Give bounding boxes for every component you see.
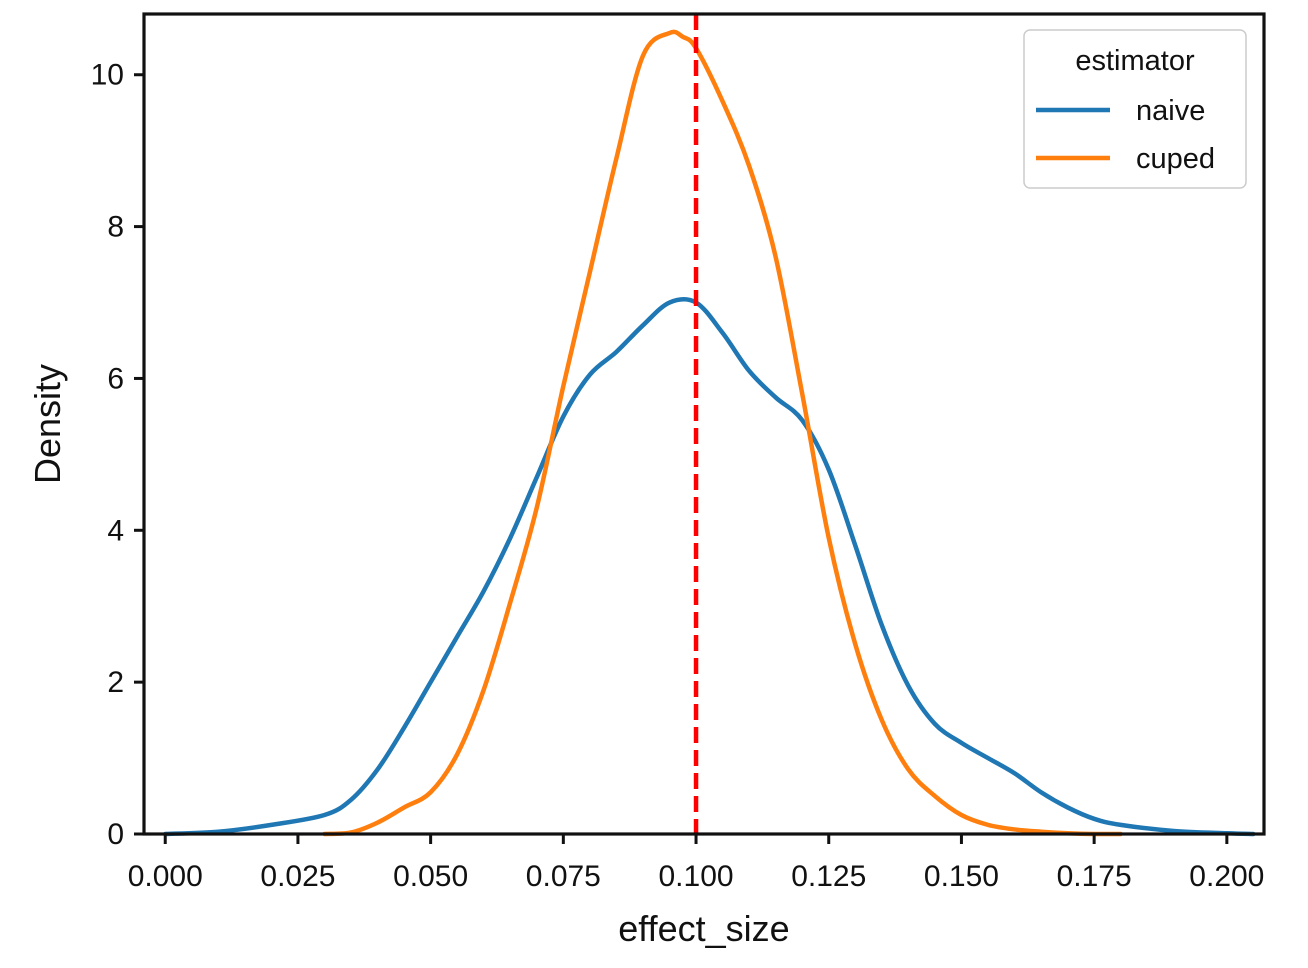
y-tick-label: 4 <box>107 514 124 547</box>
x-tick-label: 0.025 <box>260 860 335 893</box>
legend-label-naive: naive <box>1136 95 1205 127</box>
x-axis-label: effect_size <box>618 908 789 949</box>
x-tick-label: 0.100 <box>658 860 733 893</box>
legend-entries: naive cuped <box>1036 95 1215 175</box>
y-tick-label: 0 <box>107 818 124 851</box>
series-line-cuped <box>322 29 1123 837</box>
y-tick-label: 10 <box>91 59 124 92</box>
x-tick-label: 0.175 <box>1057 860 1132 893</box>
series-line-naive <box>162 296 1256 837</box>
legend-box <box>1023 29 1247 189</box>
y-tick-label: 2 <box>107 666 124 699</box>
x-axis-ticks: 0.000 0.025 0.050 0.075 0.100 0.125 0.150 0.175… <box>128 834 1264 893</box>
y-tick-label: 8 <box>107 211 124 244</box>
x-tick-label: 0.000 <box>128 860 203 893</box>
x-tick-label: 0.050 <box>393 860 468 893</box>
axes-frame <box>142 12 1266 836</box>
density-curves <box>162 29 1256 837</box>
x-tick-label: 0.125 <box>791 860 866 893</box>
legend: estimator naive cuped <box>1023 29 1247 189</box>
y-axis-ticks: 0 2 4 6 8 10 <box>91 59 144 851</box>
x-tick-label: 0.200 <box>1189 860 1264 893</box>
y-tick-label: 6 <box>107 362 124 395</box>
x-tick-label: 0.075 <box>526 860 601 893</box>
legend-title: estimator <box>1075 45 1195 77</box>
legend-label-cuped: cuped <box>1136 143 1215 175</box>
y-axis-label: Density <box>27 364 68 484</box>
x-tick-label: 0.150 <box>924 860 999 893</box>
